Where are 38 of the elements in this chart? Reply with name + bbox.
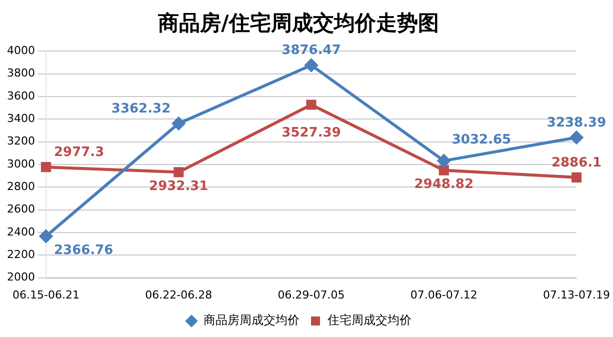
- data-label: 3362.32: [111, 101, 171, 116]
- y-tick-label: 2400: [6, 225, 35, 238]
- data-label: 2948.82: [414, 177, 474, 192]
- data-label: 2886.1: [551, 155, 602, 170]
- point: [571, 172, 582, 182]
- x-tick-label: 06.22-06.28: [145, 288, 212, 302]
- x-tick-label: 06.15-06.21: [12, 288, 80, 302]
- y-tick-label: 4000: [6, 44, 35, 58]
- legend-label: 商品房周成交均价: [204, 313, 300, 328]
- y-tick-label: 3400: [6, 112, 35, 126]
- y-tick-label: 2000: [6, 270, 35, 284]
- point: [306, 100, 316, 110]
- data-label: 3238.39: [546, 115, 606, 130]
- point: [304, 58, 318, 72]
- x-tick-label: 06.29-07.05: [278, 288, 345, 302]
- data-label: 2977.3: [54, 144, 104, 160]
- x-tick-label: 07.13-07.19: [543, 288, 610, 302]
- data-label: 3527.39: [282, 126, 341, 141]
- data-label: 2932.31: [149, 179, 208, 194]
- y-tick-label: 2800: [6, 180, 35, 194]
- point: [570, 130, 584, 144]
- y-tick-label: 2200: [6, 248, 35, 261]
- y-tick-label: 3000: [6, 157, 35, 170]
- data-label: 3032.65: [452, 132, 512, 148]
- data-label: 3876.47: [282, 43, 341, 58]
- y-tick-label: 2600: [6, 202, 35, 216]
- point: [438, 165, 449, 176]
- point: [172, 116, 186, 130]
- y-tick-label: 3200: [6, 134, 35, 148]
- point: [174, 167, 184, 178]
- y-tick-label: 3800: [6, 66, 35, 80]
- data-label: 2366.76: [54, 243, 114, 258]
- legend-label: 住宅周成交均价: [326, 313, 412, 328]
- y-tick-label: 3600: [6, 89, 35, 102]
- point: [40, 162, 52, 172]
- point: [437, 154, 450, 168]
- x-tick-label: 07.06-07.12: [410, 288, 478, 302]
- chart-title: 商品房/住宅周成交均价走势图: [157, 11, 439, 36]
